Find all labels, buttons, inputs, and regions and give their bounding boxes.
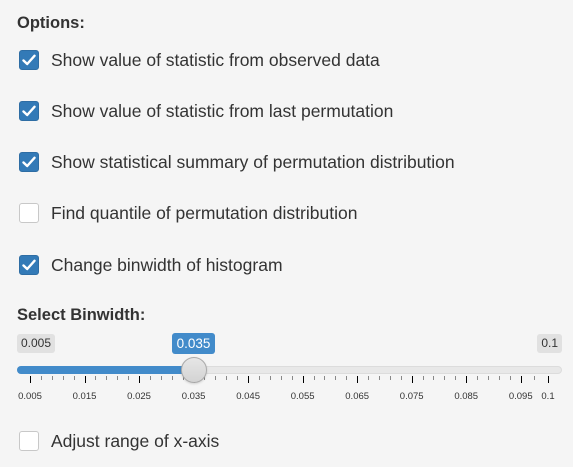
slider-tick-label: 0.005 (18, 391, 42, 402)
option-last-permutation[interactable]: Show value of statistic from last permut… (19, 99, 393, 123)
slider-major-tick (30, 376, 31, 383)
slider-minor-tick (488, 376, 489, 380)
slider-major-tick (357, 376, 358, 383)
slider-minor-tick (259, 376, 260, 380)
slider-tick-label: 0.075 (399, 391, 424, 402)
slider-tick-label: 0.055 (290, 391, 315, 402)
slider-major-tick (466, 376, 467, 383)
slider-value-label: 0.035 (171, 333, 216, 354)
checkmark-icon (22, 54, 36, 66)
slider-major-tick (412, 376, 413, 383)
slider-minor-tick (128, 376, 129, 380)
option-label: Adjust range of x-axis (51, 430, 220, 451)
slider-minor-tick (455, 376, 456, 380)
slider-minor-tick (292, 376, 293, 380)
slider-tick-label: 0.085 (454, 391, 479, 402)
slider-minor-tick (281, 376, 282, 380)
slider-minor-tick (52, 376, 53, 380)
slider-major-tick (85, 376, 86, 383)
checkbox[interactable] (19, 431, 39, 451)
slider-grid: 0.005 0.015 0.025 0.035 0.045 0.055 0.065 0.075… (0, 374, 573, 414)
checkmark-icon (22, 105, 36, 117)
slider-minor-tick (226, 376, 227, 380)
checkbox[interactable] (19, 101, 39, 121)
slider-minor-tick (41, 376, 42, 380)
slider-minor-tick (237, 376, 238, 380)
slider-minor-tick (150, 376, 151, 380)
slider-minor-tick (324, 376, 325, 380)
options-title: Options: (17, 14, 85, 32)
slider-minor-tick (390, 376, 391, 380)
slider-min-label: 0.005 (17, 334, 56, 353)
slider-tick-label: 0.065 (345, 391, 370, 402)
slider-minor-tick (423, 376, 424, 380)
option-find-quantile[interactable]: Find quantile of permutation distributio… (19, 201, 357, 225)
option-adjust-range[interactable]: Adjust range of x-axis (19, 429, 219, 453)
slider-tick-label: 0.025 (127, 391, 151, 402)
slider-minor-tick (63, 376, 64, 380)
option-statistical-summary[interactable]: Show statistical summary of permutation … (19, 150, 455, 174)
slider-tick-label: 0.095 (508, 391, 533, 402)
slider-major-tick (248, 376, 249, 383)
slider-max-label: 0.1 (537, 334, 562, 353)
slider-minor-tick (477, 376, 478, 380)
option-label: Find quantile of permutation distributio… (51, 202, 358, 223)
slider-minor-tick (95, 376, 96, 380)
option-label: Show value of statistic from observed da… (51, 49, 380, 70)
binwidth-slider[interactable]: 0.005 0.1 0.035 0.005 0.015 0.025 0.035 0.04… (0, 330, 573, 410)
checkbox[interactable] (19, 152, 39, 172)
slider-minor-tick (534, 376, 535, 380)
slider-major-tick (303, 376, 304, 383)
option-label: Change binwidth of histogram (51, 254, 283, 275)
slider-tick-label: 0.1 (541, 391, 555, 402)
binwidth-title: Select Binwidth: (17, 306, 146, 324)
checkbox[interactable] (19, 203, 39, 223)
slider-minor-tick (510, 376, 511, 380)
slider-handle[interactable] (180, 357, 207, 383)
slider-major-tick (521, 376, 522, 383)
slider-minor-tick (74, 376, 75, 380)
slider-minor-tick (499, 376, 500, 380)
checkbox[interactable] (19, 255, 39, 275)
option-change-binwidth[interactable]: Change binwidth of histogram (19, 253, 283, 277)
slider-minor-tick (106, 376, 107, 380)
slider-major-tick (139, 376, 140, 383)
slider-fill (17, 366, 194, 374)
slider-minor-tick (172, 376, 173, 380)
slider-minor-tick (401, 376, 402, 380)
slider-major-tick (548, 376, 549, 383)
slider-minor-tick (346, 376, 347, 380)
slider-minor-tick (368, 376, 369, 380)
slider-tick-label: 0.015 (72, 391, 97, 402)
slider-minor-tick (270, 376, 271, 380)
slider-minor-tick (433, 376, 434, 380)
slider-minor-tick (335, 376, 336, 380)
slider-minor-tick (215, 376, 216, 380)
option-observed-statistic[interactable]: Show value of statistic from observed da… (19, 48, 380, 72)
slider-minor-tick (204, 376, 205, 380)
slider-tick-label: 0.035 (181, 391, 206, 402)
slider-minor-tick (314, 376, 315, 380)
checkmark-icon (22, 259, 36, 271)
slider-minor-tick (161, 376, 162, 380)
slider-minor-tick (379, 376, 380, 380)
option-label: Show statistical summary of permutation … (51, 151, 455, 172)
checkmark-icon (22, 156, 36, 168)
slider-minor-tick (444, 376, 445, 380)
option-label: Show value of statistic from last permut… (51, 100, 394, 121)
slider-tick-label: 0.045 (236, 391, 260, 402)
checkbox[interactable] (19, 50, 39, 70)
slider-minor-tick (117, 376, 118, 380)
